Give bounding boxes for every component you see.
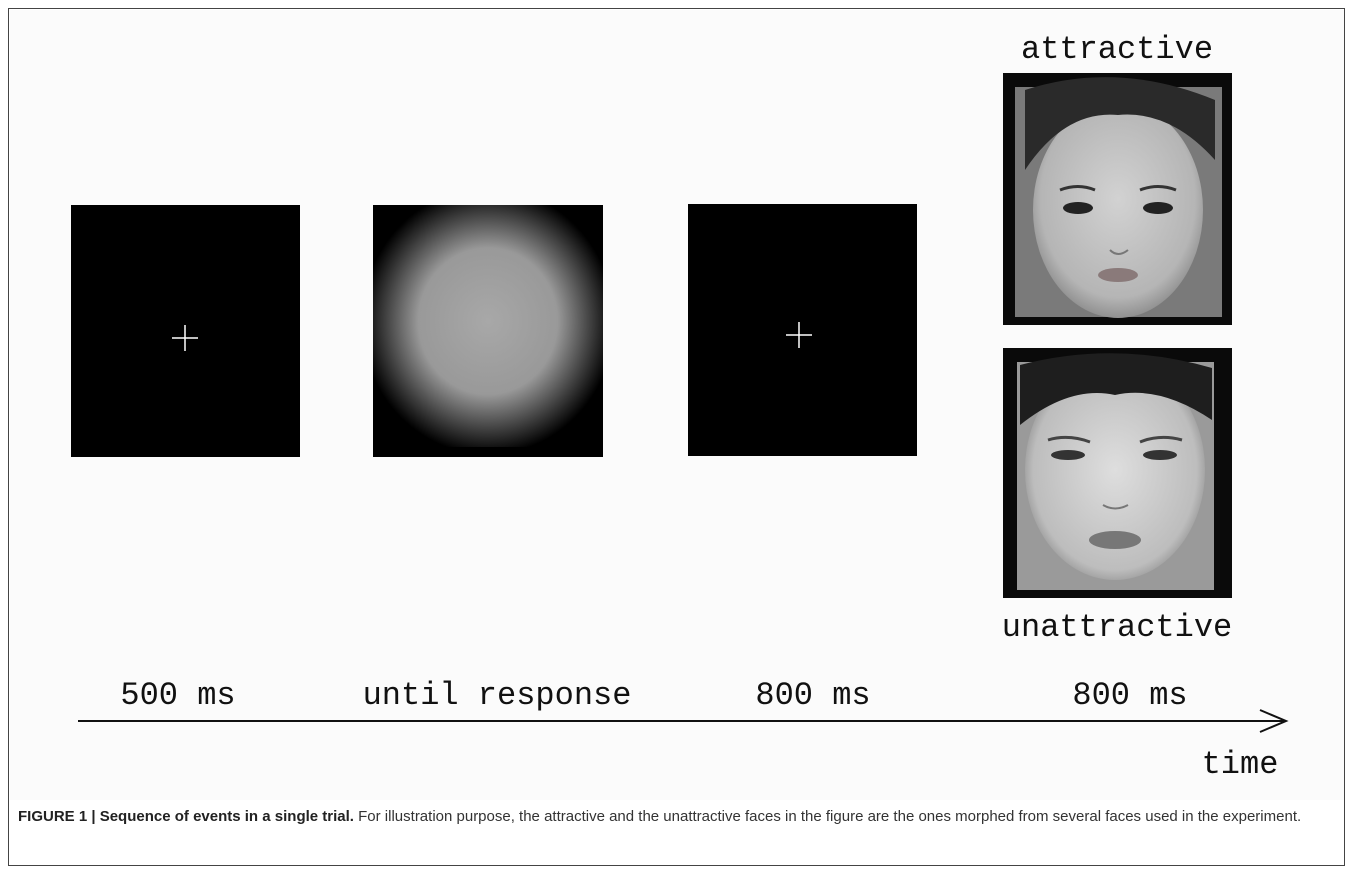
figure-frame — [8, 8, 1345, 866]
duration-label: 800 ms — [1072, 677, 1187, 714]
face-label: attractive — [1021, 31, 1213, 68]
caption: FIGURE 1 | Sequence of events in a singl… — [18, 806, 1308, 828]
time-arrow — [78, 709, 1289, 733]
blurred-face — [373, 205, 603, 447]
fixation-cross — [172, 325, 198, 351]
axis-label: time — [1202, 746, 1279, 783]
duration-label: 800 ms — [755, 677, 870, 714]
unattractive-face — [1003, 348, 1232, 598]
caption-label: FIGURE 1 | Sequence of events in a singl… — [18, 808, 354, 825]
caption-text: For illustration purpose, the attractive… — [358, 808, 1302, 825]
attractive-face — [1003, 73, 1232, 325]
face-label: unattractive — [1002, 609, 1232, 646]
fixation-screen — [688, 204, 917, 456]
duration-label: 500 ms — [120, 677, 235, 714]
duration-label: until response — [363, 677, 632, 714]
fixation-cross — [786, 322, 812, 348]
